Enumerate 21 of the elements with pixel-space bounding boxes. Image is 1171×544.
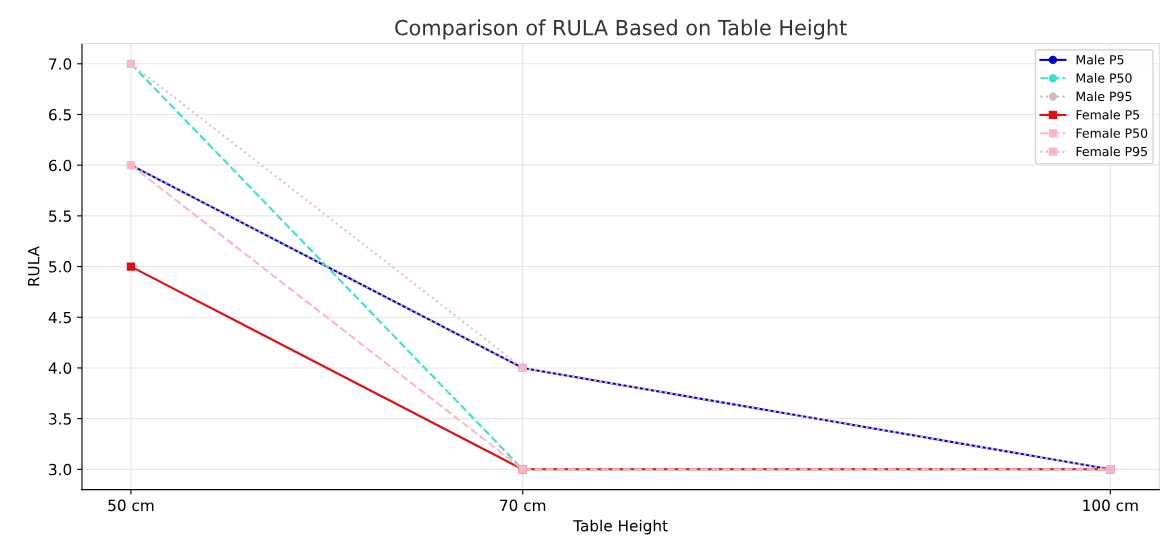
legend-label: Female P50 (1076, 128, 1148, 138)
y-tick-label: 5.5 (49, 210, 71, 222)
x-tick-label: 70 cm (500, 499, 546, 512)
legend-label: Male P95 (1076, 91, 1132, 102)
legend-label: Male P50 (1076, 73, 1132, 83)
x-tick-label: 100 cm (1083, 499, 1138, 512)
y-tick-label: 6.0 (49, 159, 72, 172)
y-axis-title: RULA (28, 246, 40, 286)
y-tick-label: 7.0 (49, 58, 72, 70)
legend-label: Female P95 (1076, 146, 1147, 157)
y-tick-label: 4.0 (48, 362, 72, 374)
legend-label: Male P5 (1076, 54, 1124, 65)
chart-title: Comparison of RULA Based on Table Height (395, 19, 847, 40)
x-tick-label: 50 cm (108, 499, 154, 512)
y-tick-label: 6.5 (49, 108, 71, 121)
x-axis-title: Table Height (573, 519, 668, 535)
y-tick-label: 5.0 (49, 261, 72, 273)
legend-label: Female P5 (1076, 109, 1139, 120)
y-tick-label: 3.5 (49, 413, 71, 425)
y-tick-label: 3.0 (49, 463, 72, 476)
y-tick-label: 4.5 (48, 311, 71, 324)
